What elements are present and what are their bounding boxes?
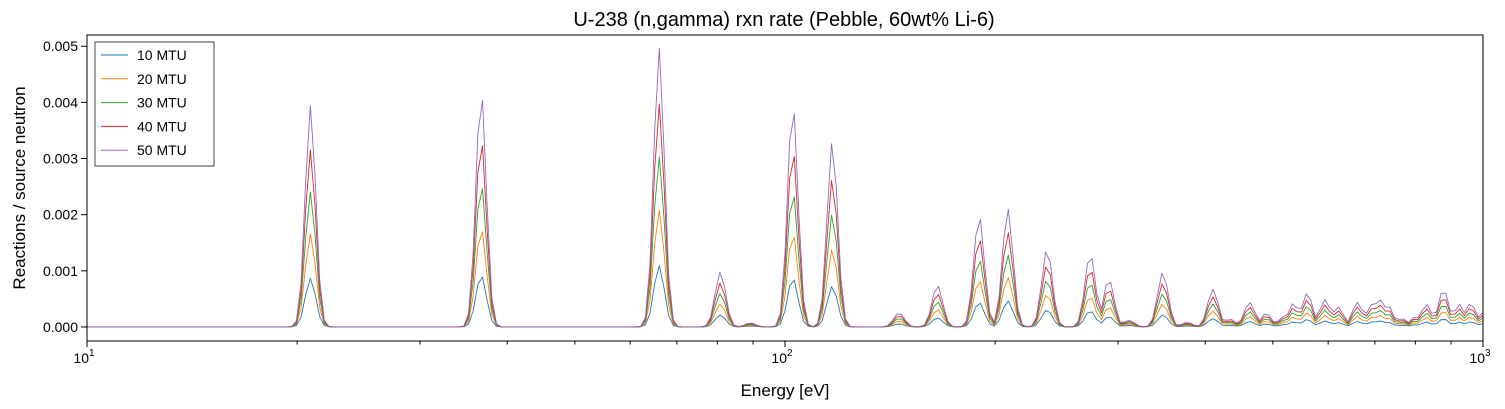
legend-label: 30 MTU bbox=[137, 95, 187, 111]
x-tick-base: 10 bbox=[1469, 350, 1485, 366]
legend-box bbox=[94, 41, 215, 167]
y-tick-label: 0.002 bbox=[43, 207, 78, 223]
y-axis: 0.000 0.001 0.002 0.003 0.004 0.005 bbox=[43, 38, 87, 335]
y-tick-label: 0.000 bbox=[43, 319, 78, 335]
legend-entry: 40 MTU bbox=[101, 118, 187, 134]
legend-entry: 50 MTU bbox=[101, 142, 187, 158]
chart-title: U-238 (n,gamma) rxn rate (Pebble, 60wt% … bbox=[573, 9, 994, 31]
x-tick-exponent: 1 bbox=[89, 348, 95, 359]
series-line-5 bbox=[87, 47, 1484, 328]
y-tick-label: 0.001 bbox=[43, 263, 78, 279]
legend-entry: 20 MTU bbox=[101, 71, 187, 87]
legend: 10 MTU 20 MTU 30 MTU 40 MTU 50 MTU bbox=[94, 41, 215, 167]
x-tick-label: 10 1 bbox=[73, 348, 95, 366]
legend-label: 20 MTU bbox=[137, 71, 187, 87]
legend-entry: 30 MTU bbox=[101, 95, 187, 111]
series-line-1 bbox=[87, 265, 1484, 328]
x-axis-label: Energy [eV] bbox=[741, 381, 830, 400]
series-line-2 bbox=[87, 209, 1484, 328]
x-tick-base: 10 bbox=[73, 350, 89, 366]
y-tick-label: 0.005 bbox=[43, 38, 78, 54]
legend-entry: 10 MTU bbox=[101, 47, 187, 63]
x-tick-exponent: 3 bbox=[1485, 348, 1491, 359]
y-axis-label: Reactions / source neutron bbox=[10, 86, 29, 289]
y-tick-label: 0.004 bbox=[43, 94, 78, 110]
series-layer bbox=[87, 47, 1484, 328]
legend-label: 40 MTU bbox=[137, 118, 187, 134]
x-tick-label: 10 2 bbox=[771, 348, 793, 366]
x-tick-exponent: 2 bbox=[787, 348, 793, 359]
series-line-4 bbox=[87, 103, 1484, 328]
series-line-3 bbox=[87, 156, 1484, 328]
legend-label: 50 MTU bbox=[137, 142, 187, 158]
x-axis: 10 1 10 2 10 3 bbox=[73, 341, 1491, 366]
legend-label: 10 MTU bbox=[137, 47, 187, 63]
y-tick-label: 0.003 bbox=[43, 151, 78, 167]
x-tick-label: 10 3 bbox=[1469, 348, 1491, 366]
x-tick-base: 10 bbox=[771, 350, 787, 366]
